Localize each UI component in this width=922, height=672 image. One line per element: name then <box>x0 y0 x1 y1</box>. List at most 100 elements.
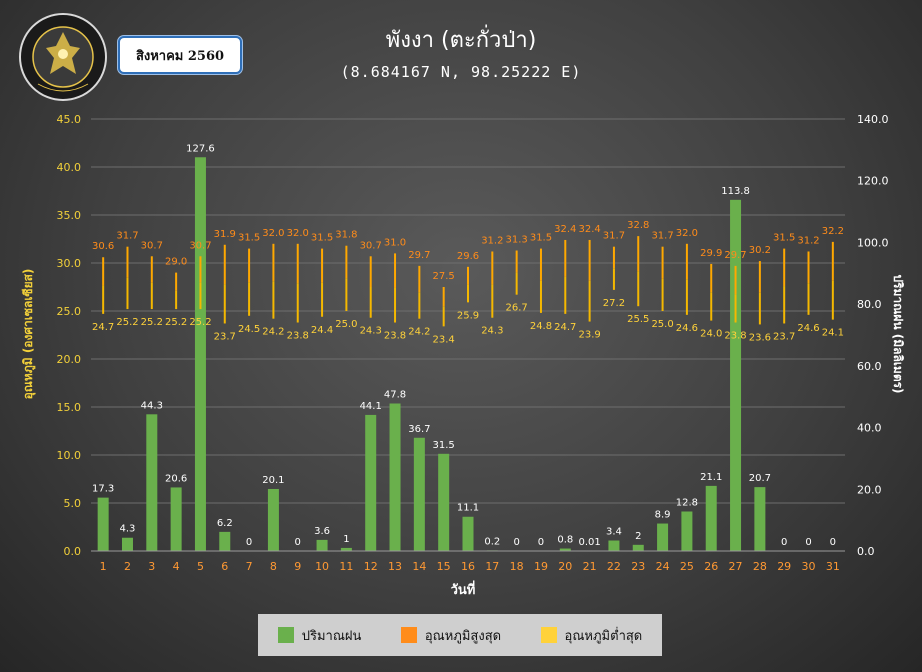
x-tick-label: 17 <box>485 560 499 573</box>
x-tick-label: 6 <box>221 560 228 573</box>
rain-value-label: 3.6 <box>314 526 330 537</box>
tmax-value-label: 32.2 <box>822 226 844 237</box>
rain-value-label: 4.3 <box>120 524 136 535</box>
rain-value-label: 0 <box>246 537 252 548</box>
tmin-value-label: 24.6 <box>676 323 698 334</box>
x-tick-label: 4 <box>173 560 180 573</box>
station-title: พังงา (ตะกั่วป่า) <box>385 28 537 53</box>
x-tick-label: 18 <box>510 560 524 573</box>
tmin-value-label: 24.6 <box>797 323 819 334</box>
tmin-value-label: 23.8 <box>287 331 309 342</box>
rain-value-label: 6.2 <box>217 518 233 529</box>
y-right-tick-label: 20.0 <box>857 483 882 496</box>
tmax-value-label: 27.5 <box>433 271 455 282</box>
rain-bar <box>219 531 231 551</box>
y-right-tick-label: 100.0 <box>857 236 889 249</box>
x-tick-label: 20 <box>558 560 572 573</box>
y-right-tick-label: 0.0 <box>857 545 875 558</box>
rain-value-label: 3.4 <box>606 527 622 538</box>
legend-label-rain: ปริมาณฝน <box>301 628 362 644</box>
tmax-value-label: 32.8 <box>627 220 649 231</box>
legend-item-tmax: อุณหภูมิสูงสุด <box>400 625 502 646</box>
legend-swatch-tmax <box>400 627 417 643</box>
tmin-value-label: 23.7 <box>214 331 236 342</box>
tmin-value-label: 25.2 <box>116 317 138 328</box>
x-tick-label: 15 <box>437 560 451 573</box>
x-tick-label: 14 <box>412 560 426 573</box>
x-tick-label: 30 <box>802 560 816 573</box>
rain-bar <box>365 414 377 551</box>
x-tick-label: 12 <box>364 560 378 573</box>
tmin-value-label: 23.8 <box>724 331 746 342</box>
tmin-value-label: 23.4 <box>433 334 455 345</box>
y-left-tick-label: 0.0 <box>64 545 82 558</box>
tmin-value-label: 25.5 <box>627 314 649 325</box>
tmin-value-label: 24.7 <box>554 322 576 333</box>
tmax-value-label: 31.5 <box>530 233 552 244</box>
tmax-value-label: 30.6 <box>92 241 114 252</box>
rain-value-label: 0.2 <box>484 536 500 547</box>
rain-bar <box>170 487 182 551</box>
legend-item-tmin: อุณหภูมิต่ำสุด <box>540 625 642 646</box>
x-tick-label: 2 <box>124 560 131 573</box>
rain-value-label: 20.7 <box>749 473 771 484</box>
y-left-tick-label: 15.0 <box>57 401 82 414</box>
meteorological-department-logo <box>19 13 107 101</box>
x-tick-label: 31 <box>826 560 840 573</box>
y-left-tick-label: 25.0 <box>57 305 82 318</box>
rain-bar <box>97 497 109 551</box>
tmax-value-label: 29.9 <box>700 248 722 259</box>
rain-value-label: 31.5 <box>433 440 455 451</box>
tmin-value-label: 23.9 <box>578 330 600 341</box>
tmin-value-label: 25.9 <box>457 310 479 321</box>
rain-value-label: 0 <box>538 537 544 548</box>
rain-value-label: 0 <box>295 537 301 548</box>
tmax-value-label: 31.7 <box>116 231 138 242</box>
tmax-value-label: 32.4 <box>554 224 576 235</box>
rain-value-label: 1 <box>343 534 349 545</box>
tmin-value-label: 25.0 <box>651 319 673 330</box>
y-right-tick-label: 40.0 <box>857 422 882 435</box>
x-tick-label: 5 <box>197 560 204 573</box>
rain-value-label: 0 <box>805 537 811 548</box>
station-coordinates: (8.684167 N, 98.25222 E) <box>340 63 582 81</box>
x-tick-label: 24 <box>656 560 670 573</box>
rain-bar <box>146 414 158 551</box>
tmin-value-label: 25.0 <box>335 319 357 330</box>
tmax-value-label: 30.7 <box>141 240 163 251</box>
x-tick-label: 29 <box>777 560 791 573</box>
tmin-value-label: 25.2 <box>189 317 211 328</box>
tmax-value-label: 31.3 <box>506 235 528 246</box>
legend-label-tmax: อุณหภูมิสูงสุด <box>424 628 502 644</box>
tmax-value-label: 31.2 <box>797 235 819 246</box>
legend-swatch-tmin <box>540 627 557 643</box>
rain-value-label: 20.1 <box>262 475 284 486</box>
y-axis-right-title: ปริมาณฝน (มิลลิเมตร) <box>891 274 905 393</box>
month-label: สิงหาคม 2560 <box>118 36 242 74</box>
x-tick-label: 28 <box>753 560 767 573</box>
rain-bars <box>97 157 766 552</box>
rain-value-label: 0.8 <box>557 535 573 546</box>
rain-bar <box>730 199 742 552</box>
tmax-value-label: 31.8 <box>335 230 357 241</box>
tmin-value-label: 24.1 <box>822 328 844 339</box>
tmax-value-label: 30.7 <box>360 240 382 251</box>
y-right-tick-label: 120.0 <box>857 175 889 188</box>
tmax-value-label: 32.0 <box>262 228 284 239</box>
tmax-value-label: 29.7 <box>408 250 430 261</box>
y-right-tick-label: 140.0 <box>857 113 889 126</box>
rain-value-label: 11.1 <box>457 503 479 514</box>
legend-swatch-rain <box>277 627 294 643</box>
rain-value-label: 127.6 <box>186 143 215 154</box>
rain-bar <box>194 157 206 551</box>
tmax-value-label: 31.0 <box>384 237 406 248</box>
tmin-value-label: 24.3 <box>481 326 503 337</box>
x-tick-label: 1 <box>100 560 107 573</box>
rain-bar <box>754 487 766 551</box>
y-left-tick-label: 45.0 <box>57 113 82 126</box>
y-right-tick-label: 60.0 <box>857 360 882 373</box>
tmin-value-label: 24.0 <box>700 329 722 340</box>
tmax-value-label: 31.7 <box>603 231 625 242</box>
x-tick-label: 26 <box>704 560 718 573</box>
